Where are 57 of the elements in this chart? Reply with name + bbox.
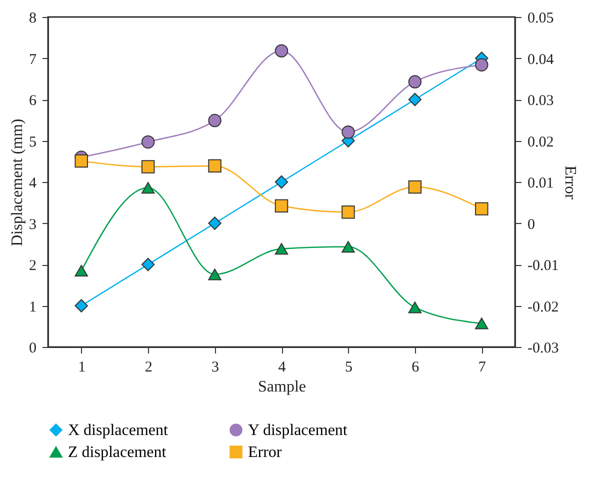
y2-tick-label: 0 [528,216,535,233]
x-tick-label: 2 [144,360,152,376]
y-axis-title: Displacement (mm) [9,118,26,246]
point [475,202,488,216]
legend-label: X displacement [68,422,169,439]
point [274,199,288,213]
y-tick-label: 5 [29,134,36,150]
point [342,240,355,253]
point [475,58,488,72]
y2-tick-label: -0.03 [528,340,559,356]
y2-tick-label: 0.05 [528,10,554,26]
y-tick-label: 6 [29,93,37,109]
point [208,114,222,128]
point [274,44,288,58]
point [408,92,422,106]
point [141,160,155,174]
x-tick-label: 7 [478,360,486,376]
point [74,154,88,168]
point [208,268,222,280]
y-tick-label: 3 [29,216,36,233]
y2-tick-label: -0.02 [528,299,559,316]
point [342,205,355,219]
x-tick-label: 5 [344,360,352,376]
legend-label: Z displacement [68,444,167,461]
point [408,302,422,314]
point [141,135,155,149]
point [208,159,222,173]
point [274,175,288,189]
y-tick-label: 1 [29,299,36,316]
point [141,258,155,272]
x-tick-label: 6 [412,360,420,376]
x-tick-label: 3 [212,360,220,376]
legend-label: Y displacement [248,422,348,439]
point [74,299,88,312]
point [408,75,422,88]
y-tick-label: 8 [29,10,36,26]
y-tick-label: 2 [29,258,36,274]
y2-tick-label: 0.02 [528,134,554,150]
y-tick-label: 7 [29,52,37,68]
x-tick-label: 4 [278,360,286,376]
y-tick-label: 4 [29,176,37,192]
y2-tick-label: 0.04 [528,52,554,68]
y2-tick-label: 0.03 [528,93,554,109]
point [408,180,422,194]
point [342,125,355,139]
point [475,318,488,330]
point [141,182,155,194]
x-axis-title: Sample [258,378,306,396]
y2-axis-title: Error [562,166,579,200]
point [274,243,288,255]
y2-tick-label: -0.01 [528,258,559,274]
y2-tick-label: 0.01 [528,176,554,192]
legend-label: Error [248,444,282,461]
y-tick-label: 0 [29,340,36,356]
point [208,216,222,230]
point [74,264,88,276]
x-tick-label: 1 [78,360,86,376]
